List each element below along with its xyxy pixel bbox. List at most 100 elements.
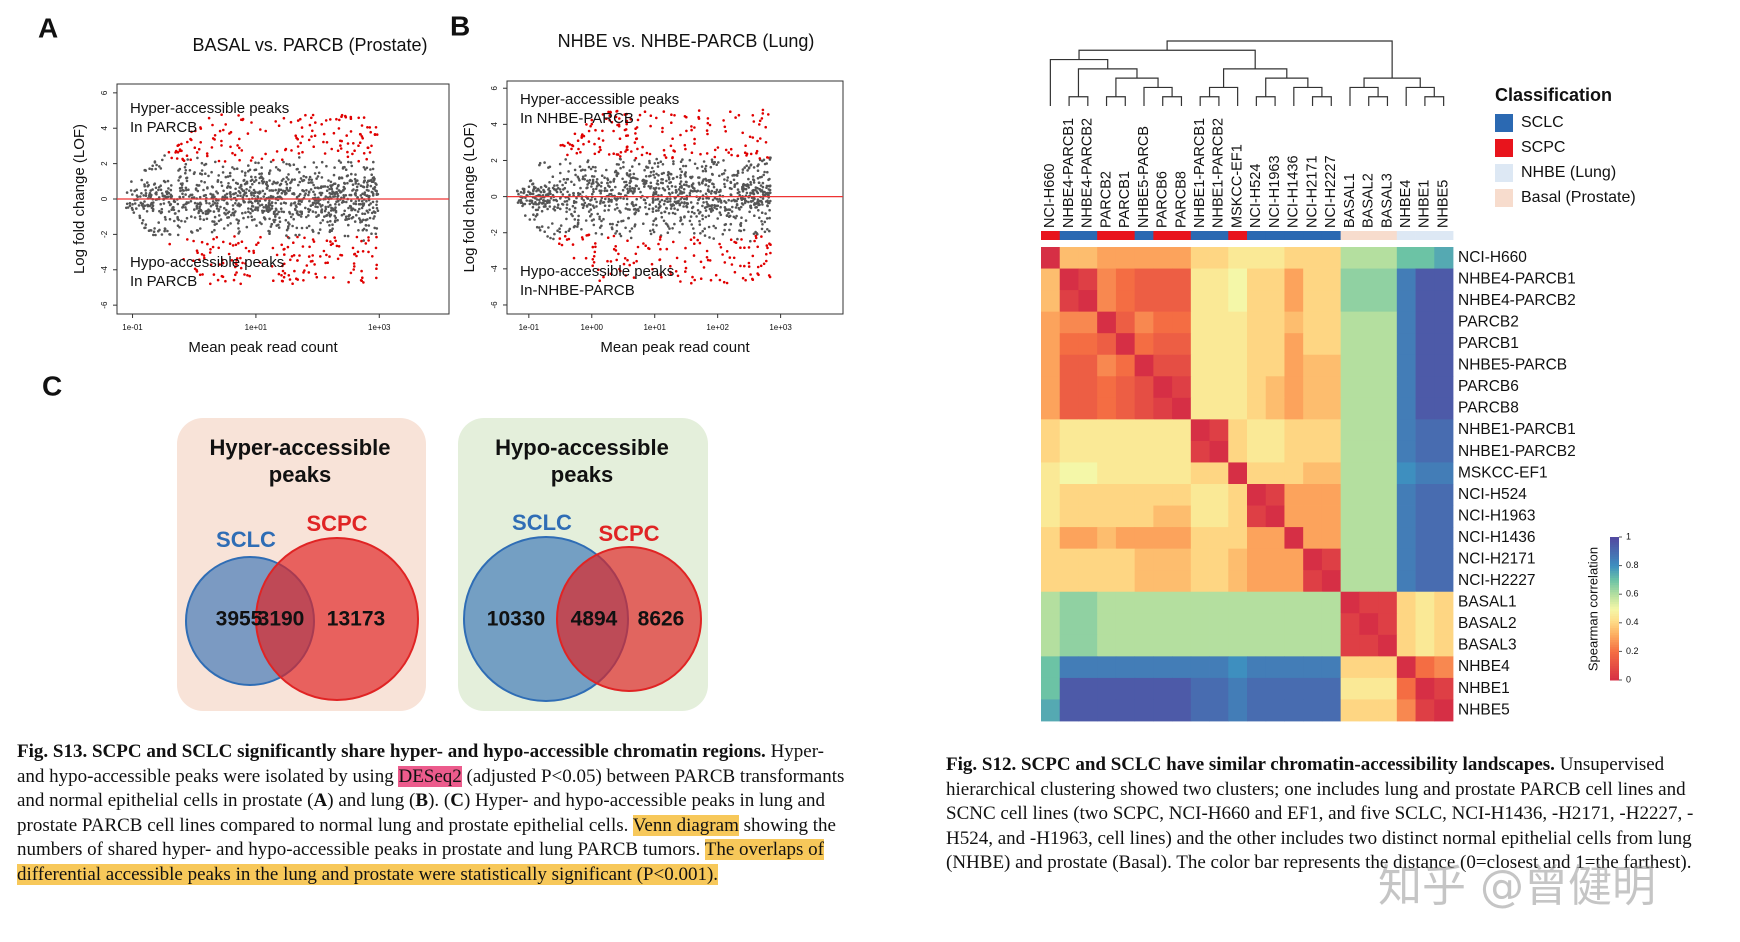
point <box>189 193 192 197</box>
point <box>274 215 277 218</box>
point <box>335 117 338 121</box>
heatmap-cell <box>1396 290 1416 313</box>
point <box>602 275 605 279</box>
point <box>300 212 304 216</box>
heatmap-cell <box>1340 311 1360 334</box>
heatmap-cell <box>1134 591 1154 614</box>
row-label: PARCB1 <box>1458 335 1519 352</box>
heatmap-cell <box>1228 397 1248 420</box>
venn-set-label: SCLC <box>512 510 572 535</box>
point <box>752 178 755 181</box>
heatmap-cell <box>1097 634 1117 657</box>
y-tick-label: 4 <box>100 125 109 130</box>
point <box>555 190 559 194</box>
heatmap-cell <box>1153 613 1173 636</box>
point <box>636 245 640 249</box>
point <box>672 162 675 166</box>
point <box>678 185 682 189</box>
point <box>544 203 547 206</box>
point <box>160 207 164 211</box>
point <box>224 123 227 126</box>
point <box>267 205 270 209</box>
point <box>757 163 760 166</box>
point <box>693 232 696 235</box>
point <box>761 197 765 200</box>
point <box>269 194 273 198</box>
heatmap-cell <box>1303 591 1323 614</box>
legend-title: Classification <box>1495 85 1612 105</box>
point <box>281 279 285 283</box>
point <box>609 180 612 184</box>
heatmap-cell <box>1434 634 1454 657</box>
point <box>547 226 550 229</box>
class-bar <box>1190 231 1210 240</box>
point <box>749 206 752 209</box>
point <box>741 203 745 206</box>
point <box>239 282 242 286</box>
point <box>566 141 570 145</box>
point <box>760 175 763 179</box>
point <box>328 255 331 258</box>
point <box>337 159 341 162</box>
point <box>361 204 365 207</box>
point <box>354 194 358 197</box>
point <box>589 208 593 211</box>
point <box>684 164 688 168</box>
heatmap-cell <box>1284 290 1304 313</box>
point <box>153 160 157 163</box>
point <box>332 131 336 135</box>
point <box>353 177 357 181</box>
colorbar-segment <box>1610 672 1619 676</box>
point <box>375 206 379 210</box>
point <box>168 203 172 207</box>
annotation: In PARCB <box>130 119 197 136</box>
point <box>348 193 352 197</box>
point <box>611 188 614 192</box>
point <box>261 177 265 180</box>
point <box>349 161 353 164</box>
heatmap-cell <box>1340 419 1360 442</box>
point <box>551 222 554 225</box>
point <box>299 177 303 180</box>
point <box>670 121 673 124</box>
point <box>589 124 592 128</box>
point <box>311 181 314 184</box>
point <box>723 125 727 129</box>
point <box>280 191 284 195</box>
point <box>189 158 192 161</box>
point <box>226 211 229 215</box>
point <box>370 232 373 235</box>
heatmap-cell <box>1115 333 1136 356</box>
heatmap-cell <box>1172 333 1192 356</box>
point <box>354 191 357 195</box>
heatmap-cell <box>1153 484 1173 506</box>
caption-text: showing the numbers of shared hyper- and… <box>17 814 836 861</box>
point <box>590 182 594 185</box>
point <box>618 117 621 120</box>
colorbar-segment <box>1610 656 1619 660</box>
point <box>250 175 253 179</box>
heatmap-cell <box>1209 440 1229 463</box>
point <box>719 205 722 209</box>
point <box>693 278 696 282</box>
point <box>600 196 604 200</box>
point <box>288 223 291 226</box>
point <box>343 187 347 190</box>
point <box>211 123 214 127</box>
point <box>678 182 682 186</box>
point <box>643 179 647 182</box>
point <box>220 144 223 147</box>
point <box>701 214 704 217</box>
heatmap-cell <box>1415 354 1435 377</box>
point <box>682 191 686 194</box>
point <box>372 160 375 164</box>
point <box>553 232 556 236</box>
point <box>163 227 167 230</box>
point <box>742 228 746 232</box>
point <box>205 201 208 205</box>
point <box>369 130 373 134</box>
point <box>594 232 598 235</box>
point <box>705 152 709 155</box>
point <box>721 253 724 256</box>
point <box>588 178 592 182</box>
